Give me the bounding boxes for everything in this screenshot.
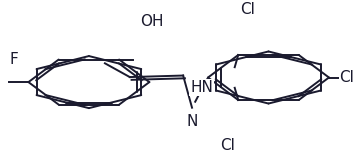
Text: HN: HN: [190, 80, 213, 95]
Text: Cl: Cl: [240, 2, 255, 17]
Text: F: F: [10, 52, 19, 67]
Text: Cl: Cl: [340, 70, 354, 85]
Text: N: N: [187, 114, 198, 129]
Text: OH: OH: [140, 14, 164, 29]
Text: Cl: Cl: [220, 138, 235, 153]
